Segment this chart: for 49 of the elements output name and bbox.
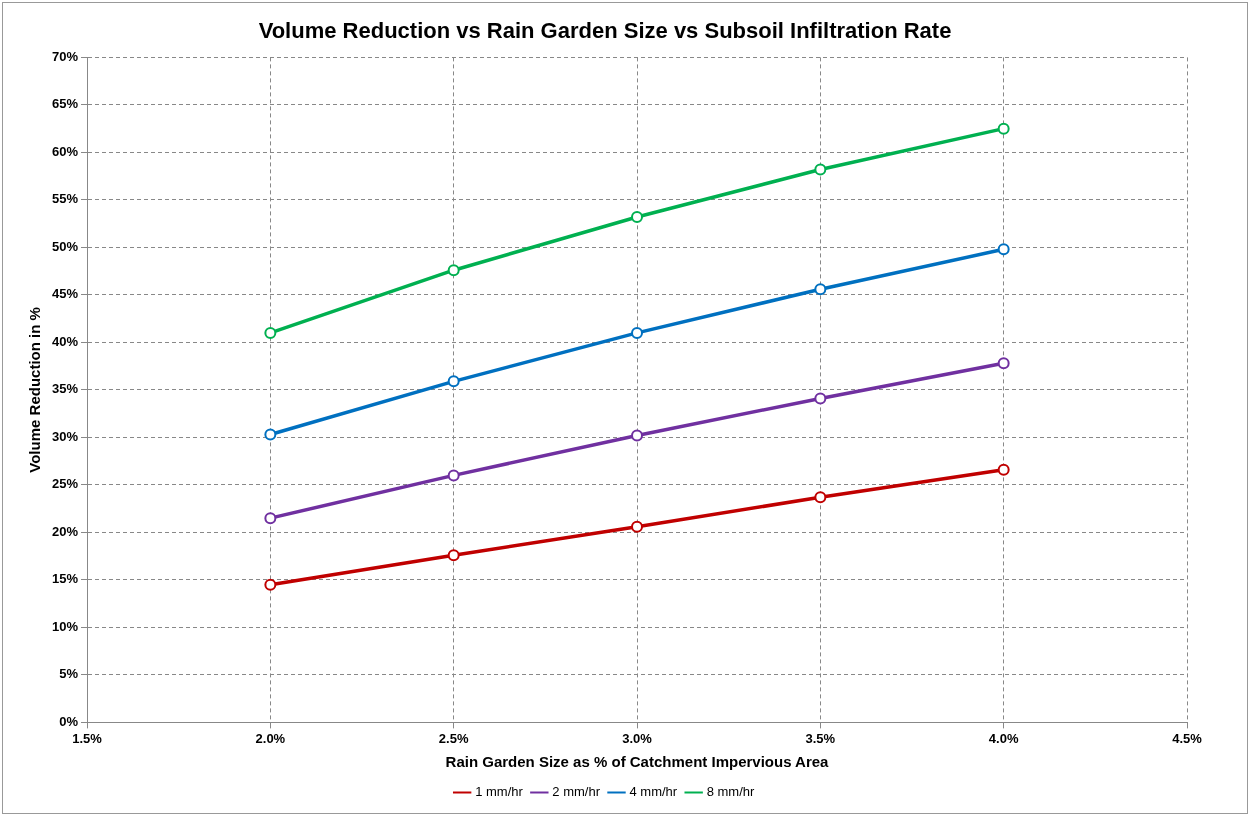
point xyxy=(631,429,644,442)
y-axis-title: Volume Reduction in % xyxy=(26,307,44,473)
y-tick-label: 5% xyxy=(59,666,79,682)
legend-label: 4 mm/hr xyxy=(629,784,678,800)
y-tick-label: 10% xyxy=(51,618,79,634)
point xyxy=(814,491,827,504)
point xyxy=(447,549,460,562)
y-tick-label: 70% xyxy=(51,48,79,64)
point xyxy=(814,392,827,405)
y-tick-label: 15% xyxy=(51,571,79,587)
chart-title: Volume Reduction vs Rain Garden Size vs Subsoil Infiltration Rate xyxy=(258,18,952,44)
point xyxy=(997,243,1010,256)
point xyxy=(447,264,460,277)
point xyxy=(264,578,277,591)
y-tick-label: 25% xyxy=(51,476,79,492)
point xyxy=(264,428,277,441)
legend-label: 8 mm/hr xyxy=(706,784,756,800)
point xyxy=(264,512,277,525)
point xyxy=(447,375,460,388)
y-tick-label: 30% xyxy=(51,428,79,444)
x-tick-label: 2.5% xyxy=(438,730,469,746)
legend-label: 2 mm/hr xyxy=(552,784,601,800)
point xyxy=(631,326,644,339)
point xyxy=(814,163,827,176)
y-tick-label: 20% xyxy=(51,523,79,539)
point xyxy=(447,469,460,482)
y-tick-label: 65% xyxy=(51,96,79,112)
y-tick-label: 55% xyxy=(51,191,79,207)
point xyxy=(264,326,277,339)
point xyxy=(997,463,1010,476)
y-tick-label: 60% xyxy=(51,143,79,159)
point xyxy=(997,122,1010,135)
x-tick-label: 4.0% xyxy=(988,730,1019,746)
x-tick-label: 1.5% xyxy=(72,730,103,746)
x-tick-label: 2.0% xyxy=(255,730,286,746)
x-tick-label: 4.5% xyxy=(1172,730,1203,746)
y-tick-label: 50% xyxy=(51,238,79,254)
point xyxy=(631,520,644,533)
x-tick-label: 3.5% xyxy=(805,730,836,746)
y-tick-label: 40% xyxy=(51,333,79,349)
x-tick-label: 3.0% xyxy=(622,730,653,746)
point xyxy=(997,357,1010,370)
x-axis-title: Rain Garden Size as % of Catchment Impervious Area xyxy=(445,753,830,771)
y-tick-label: 0% xyxy=(59,713,79,729)
point xyxy=(631,211,644,223)
point xyxy=(814,283,827,296)
y-tick-label: 35% xyxy=(51,381,79,397)
legend-label: 1 mm/hr xyxy=(475,784,524,800)
y-tick-label: 45% xyxy=(51,286,79,302)
